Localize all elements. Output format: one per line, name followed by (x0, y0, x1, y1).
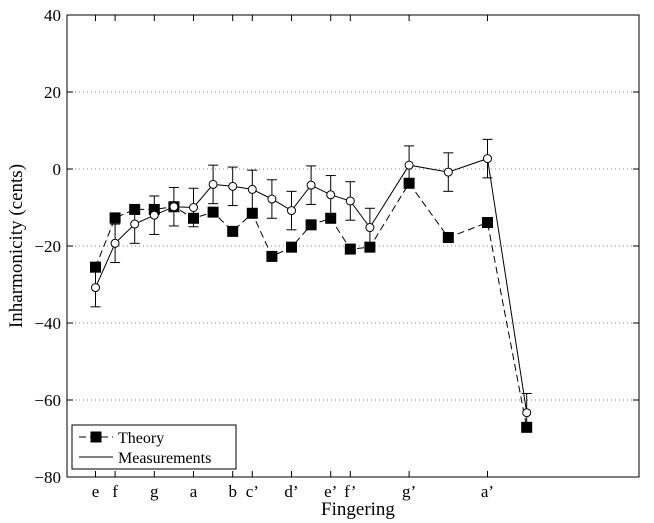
measurement-point (189, 203, 198, 212)
measurement-point (91, 283, 100, 293)
y-tick-label: −80 (34, 468, 61, 487)
ticks: 40 20 0 −20 −40 −60 −80 e f g a b c’ d’ e’ f’ g’ a’ (34, 6, 639, 501)
grid (67, 91, 639, 401)
y-tick-label: −40 (34, 314, 61, 333)
x-tick-label: g’ (402, 482, 416, 501)
x-tick-label: b (228, 482, 237, 501)
measurement-point (404, 160, 414, 170)
y-tick-label: 40 (44, 6, 61, 25)
measurement-point (267, 194, 277, 204)
theory-point (521, 421, 533, 433)
measurement-point (326, 190, 336, 200)
measurement-point (208, 179, 218, 189)
legend-theory-label: Theory (118, 430, 164, 447)
x-axis-title: Fingering (321, 499, 395, 520)
measurement-point (287, 206, 296, 216)
x-tick-label: f’ (344, 482, 356, 501)
theory-point (442, 232, 454, 244)
measurement-point (130, 219, 140, 229)
x-tick-label: e’ (324, 482, 337, 501)
measurement-point (169, 202, 179, 212)
x-tick-label: c’ (246, 482, 259, 501)
legend-theory-marker (90, 431, 102, 443)
y-tick-label: −60 (34, 391, 61, 410)
y-tick-label: 0 (53, 160, 62, 179)
theory-point (266, 250, 278, 262)
theory-point (344, 243, 356, 255)
series-layer (90, 138, 533, 433)
measurement-point (483, 154, 492, 164)
theory-point (90, 261, 101, 273)
y-tick-label: 20 (44, 83, 61, 102)
theory-point (227, 225, 239, 237)
measurement-point (443, 167, 453, 177)
theory-point (188, 212, 199, 224)
theory-point (246, 207, 258, 219)
measurement-point (345, 196, 355, 206)
measurement-point (306, 180, 316, 190)
theory-point (364, 241, 376, 253)
theory-point (305, 219, 317, 231)
theory-point (286, 241, 297, 253)
measurement-point (365, 223, 375, 233)
legend: Theory Measurements (71, 424, 237, 470)
measurement-point (149, 210, 159, 220)
legend-measurements-label: Measurements (118, 450, 211, 467)
x-tick-label: g (150, 482, 159, 501)
measurement-point (247, 184, 257, 194)
theory-point (207, 206, 219, 218)
theory-point (109, 212, 121, 224)
theory-point (148, 203, 160, 215)
x-tick-label: d’ (284, 482, 298, 501)
measurement-point (522, 408, 532, 418)
measurement-point (228, 181, 238, 191)
x-tick-label: a’ (481, 482, 494, 501)
measurement-point (110, 238, 120, 248)
x-tick-label: f (112, 482, 118, 501)
theory-point (325, 212, 337, 224)
x-tick-label: a (190, 482, 198, 501)
theory-point (403, 177, 415, 189)
y-tick-label: −20 (34, 237, 61, 256)
theory-point (129, 203, 141, 215)
x-tick-label: e (92, 482, 100, 501)
y-axis-title: Inharmonicity (cents) (6, 164, 27, 328)
theory-point (482, 217, 493, 229)
